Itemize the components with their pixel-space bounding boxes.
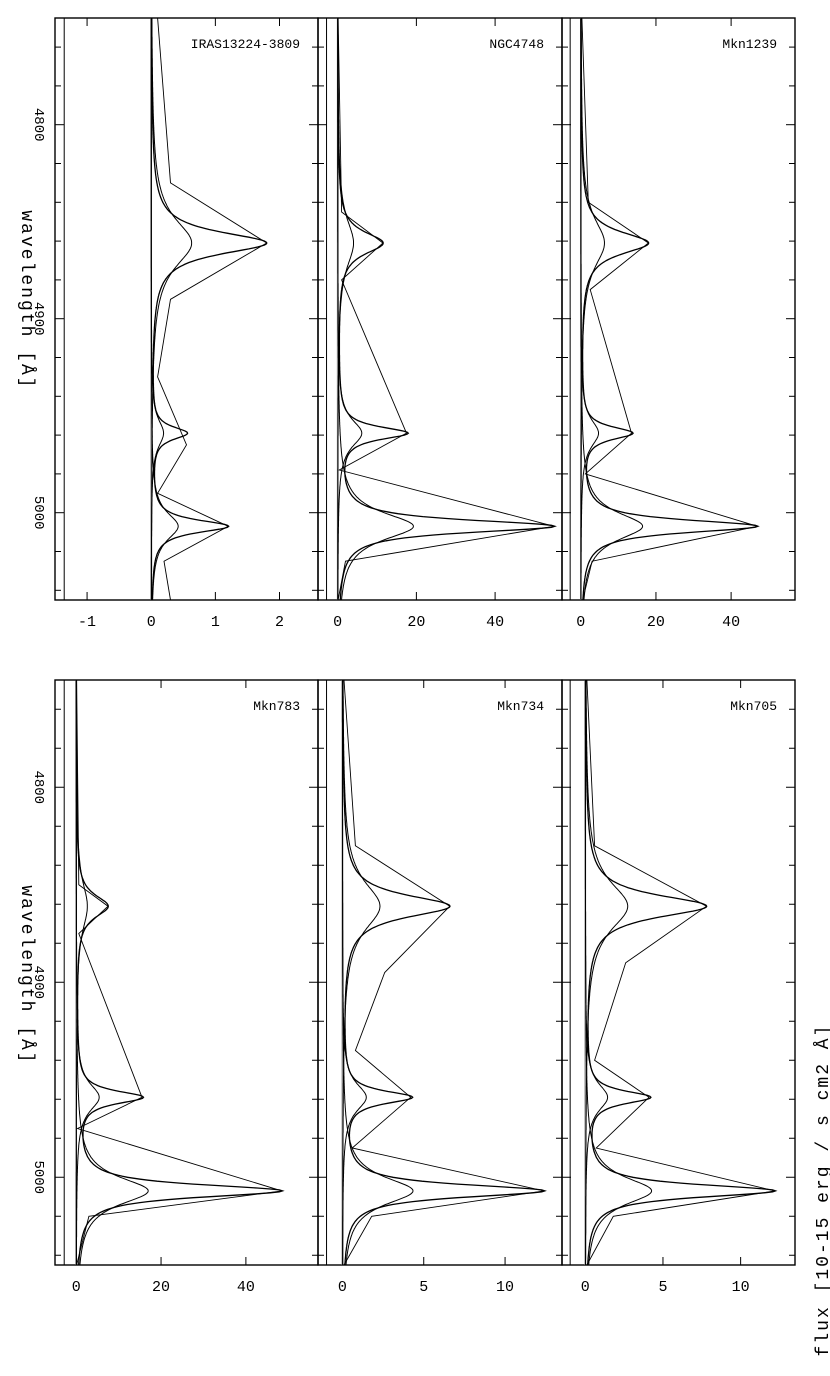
y-tick-label: 40 — [486, 614, 504, 631]
ylabel: flux [10-15 erg / s cm2 Å] — [813, 1024, 830, 1357]
y-tick-label: 0 — [147, 614, 156, 631]
panel-mkn705: 0 5 10 Mkn705 — [561, 679, 796, 1296]
panel-title: Mkn783 — [253, 699, 300, 714]
component-curve — [580, 18, 606, 600]
y-tick-label: 20 — [152, 1279, 170, 1296]
component-curve — [584, 680, 609, 1265]
panel-ngc4748: 0 20 40 NGC4748 — [317, 17, 563, 631]
y-tick-label: 20 — [647, 614, 665, 631]
panel-title: Mkn705 — [730, 699, 777, 714]
component-curve — [342, 680, 381, 1265]
fit-curve — [580, 18, 760, 601]
component-curve — [584, 680, 653, 1266]
panel-frame — [561, 679, 796, 1266]
x-tick-label: 4900 — [30, 302, 46, 336]
y-tick-label: 1 — [211, 614, 220, 631]
y-tick-label: 0 — [338, 1279, 347, 1296]
x-tick-label: 5000 — [30, 496, 46, 530]
component-curve — [337, 18, 363, 600]
panel-frame — [317, 679, 563, 1266]
component-curve — [337, 18, 354, 600]
fit-curve — [342, 680, 547, 1266]
panel-mkn734: 0 5 10 Mkn734 — [317, 679, 563, 1296]
panel-frame — [54, 17, 319, 601]
x-tick-label: 4900 — [30, 965, 46, 999]
spectrum-line — [156, 17, 268, 601]
y-tick-label: 0 — [72, 1279, 81, 1296]
panel-frame — [561, 17, 796, 601]
panel-title: Mkn1239 — [722, 37, 777, 52]
fit-curve — [337, 18, 557, 600]
component-curve — [75, 680, 149, 1266]
fit-curve — [585, 680, 778, 1265]
panel-title: IRAS13224-3809 — [191, 37, 300, 52]
component-curve — [150, 18, 179, 600]
x-tick-label: 4800 — [30, 108, 46, 142]
fit-curve — [151, 18, 268, 600]
component-curve — [341, 680, 367, 1266]
panel-title: NGC4748 — [489, 37, 544, 52]
xlabel-right-column: wavelength [Å] — [16, 210, 37, 389]
panel-frame — [54, 679, 319, 1266]
y-tick-label: -1 — [78, 614, 96, 631]
x-tick-label: 5000 — [30, 1160, 46, 1194]
panel-iras13224-3809: -1 0 1 2 4800 4900 5000 IRAS13224-3809 — [30, 17, 319, 631]
panel-title: Mkn734 — [497, 699, 544, 714]
spectrum-line — [343, 679, 545, 1266]
y-tick-label: 0 — [576, 614, 585, 631]
xlabel-left-column: wavelength [Å] — [16, 885, 37, 1064]
spectrum-line — [76, 679, 283, 1266]
spectrum-line — [337, 17, 555, 601]
component-curve — [337, 18, 414, 601]
y-tick-label: 20 — [407, 614, 425, 631]
y-tick-label: 10 — [732, 1279, 750, 1296]
component-curve — [342, 680, 414, 1266]
panel-mkn1239: 0 20 40 Mkn1239 — [561, 17, 796, 631]
y-tick-label: 40 — [722, 614, 740, 631]
panel-frame — [317, 17, 563, 601]
spectrum-line — [586, 679, 775, 1266]
y-tick-label: 0 — [333, 614, 342, 631]
x-tick-label: 4800 — [30, 770, 46, 804]
panel-mkn783: 0 20 40 4800 4900 5000 Mkn783 — [30, 679, 319, 1296]
y-tick-label: 5 — [419, 1279, 428, 1296]
y-tick-label: 2 — [275, 614, 284, 631]
y-tick-label: 0 — [581, 1279, 590, 1296]
component-curve — [585, 680, 629, 1265]
y-tick-label: 5 — [658, 1279, 667, 1296]
spectrum-line — [581, 17, 758, 601]
y-tick-label: 10 — [496, 1279, 514, 1296]
component-curve — [75, 680, 100, 1266]
y-tick-label: 40 — [237, 1279, 255, 1296]
component-curve — [580, 18, 644, 601]
fit-curve — [75, 680, 285, 1265]
